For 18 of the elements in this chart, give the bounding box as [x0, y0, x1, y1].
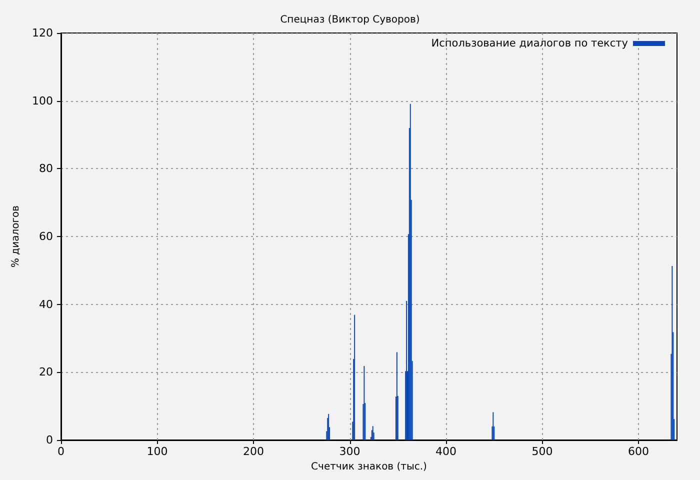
y-tick-label: 100: [32, 94, 53, 108]
y-tick-label: 60: [39, 230, 53, 243]
y-tick-label: 120: [32, 26, 53, 40]
x-tick-label: 100: [146, 445, 168, 458]
x-tick-label: 500: [532, 445, 553, 458]
x-tick-label: 400: [436, 445, 456, 458]
x-tick-label: 0: [58, 445, 64, 458]
x-tick-label: 200: [243, 445, 264, 458]
chart-title: Спецназ (Виктор Суворов): [280, 14, 420, 26]
legend-label: Использование диалогов по тексту: [431, 38, 628, 50]
y-tick-label: 80: [39, 162, 53, 176]
y-tick-label: 0: [46, 434, 53, 446]
y-axis-title: % диалогов: [10, 205, 22, 268]
y-tick-label: 20: [39, 366, 53, 379]
x-tick-label: 300: [339, 445, 360, 458]
x-tick-label: 600: [628, 445, 649, 458]
x-axis-title: Счетчик знаков (тыс.): [311, 462, 428, 472]
y-tick-label: 40: [39, 298, 53, 311]
